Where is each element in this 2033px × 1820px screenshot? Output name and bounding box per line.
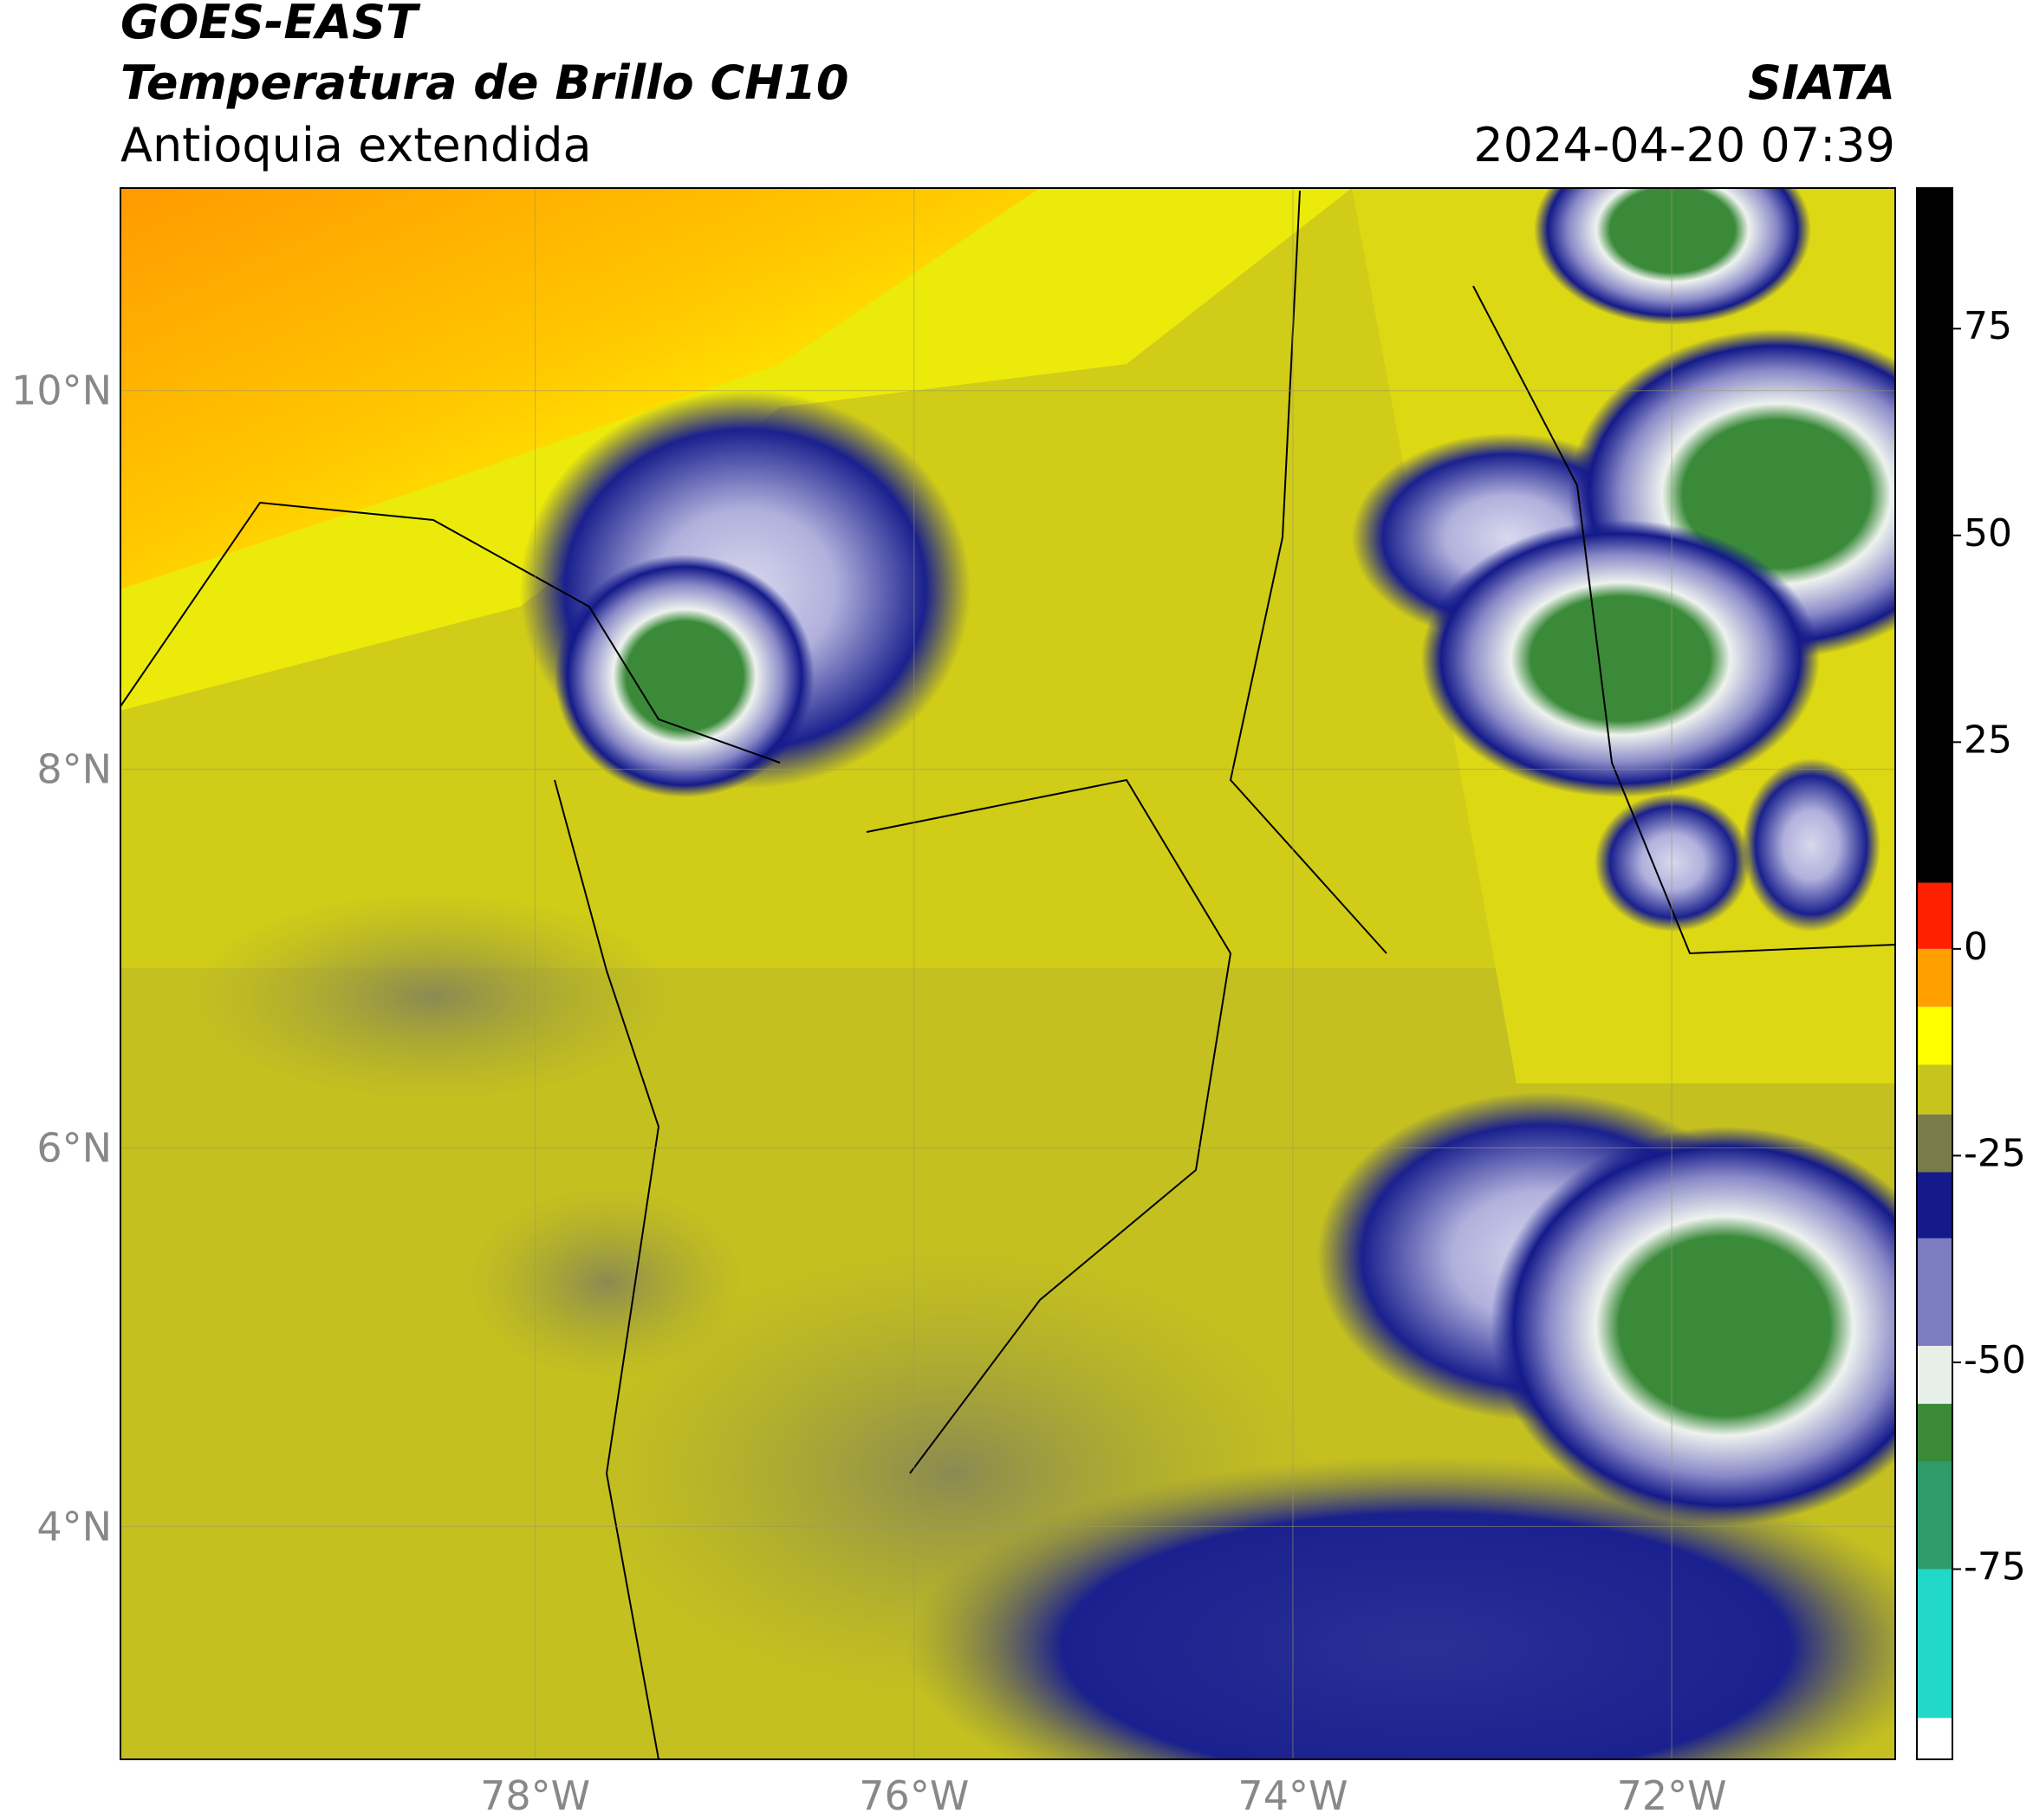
source: SIATA — [1748, 55, 1895, 110]
x-tick-label: 72°W — [1617, 1772, 1727, 1819]
colorbar-tick-label: -25 — [1964, 1131, 2026, 1175]
colorbar-tick-label: -75 — [1964, 1545, 2026, 1589]
colorbar-frame — [1916, 187, 1953, 1760]
colorbar-segment — [1917, 1403, 1952, 1462]
colorbar-segment — [1917, 1569, 1952, 1719]
colorbar-segment — [1917, 1238, 1952, 1346]
colorbar-tick-label: 75 — [1964, 304, 2012, 348]
colorbar-segment — [1917, 948, 1952, 1007]
y-tick-label: 4°N — [36, 1503, 112, 1550]
x-tick-label: 76°W — [859, 1772, 969, 1819]
colorbar-segment — [1917, 1461, 1952, 1570]
colorbar-segment — [1917, 1006, 1952, 1065]
imagery — [120, 188, 1895, 1759]
y-tick-label: 10°N — [11, 367, 112, 414]
colorbar-tick-label: -50 — [1964, 1338, 2026, 1382]
colorbar-tick-label: 0 — [1964, 925, 1988, 969]
region: Antioquia extendida — [120, 118, 592, 172]
colorbar-segment — [1917, 1345, 1952, 1404]
title: GOES-EAST — [120, 0, 421, 49]
y-tick-label: 8°N — [36, 746, 112, 793]
colorbar-segment — [1917, 1064, 1952, 1115]
colorbar-segment — [1917, 188, 1952, 883]
y-tick-label: 6°N — [36, 1124, 112, 1171]
colorbar-tick-label: 25 — [1964, 718, 2012, 762]
map-frame — [120, 187, 1896, 1760]
colorbar-segment — [1917, 882, 1952, 949]
colorbar-tick-label: 50 — [1964, 511, 2012, 556]
colorbar: -75 -50 -25 0 25 50 75 — [1917, 188, 2026, 1759]
graticule — [120, 188, 1895, 1759]
colorbar-segment — [1917, 1114, 1952, 1173]
x-tick-label: 78°W — [480, 1772, 590, 1819]
x-tick-label: 74°W — [1237, 1772, 1348, 1819]
colorbar-segment — [1917, 1172, 1952, 1238]
subtitle: Temperatura de Brillo CH10 — [120, 55, 849, 110]
colorbar-segment — [1917, 1718, 1952, 1759]
datetime: 2024-04-20 07:39 — [1473, 118, 1895, 172]
